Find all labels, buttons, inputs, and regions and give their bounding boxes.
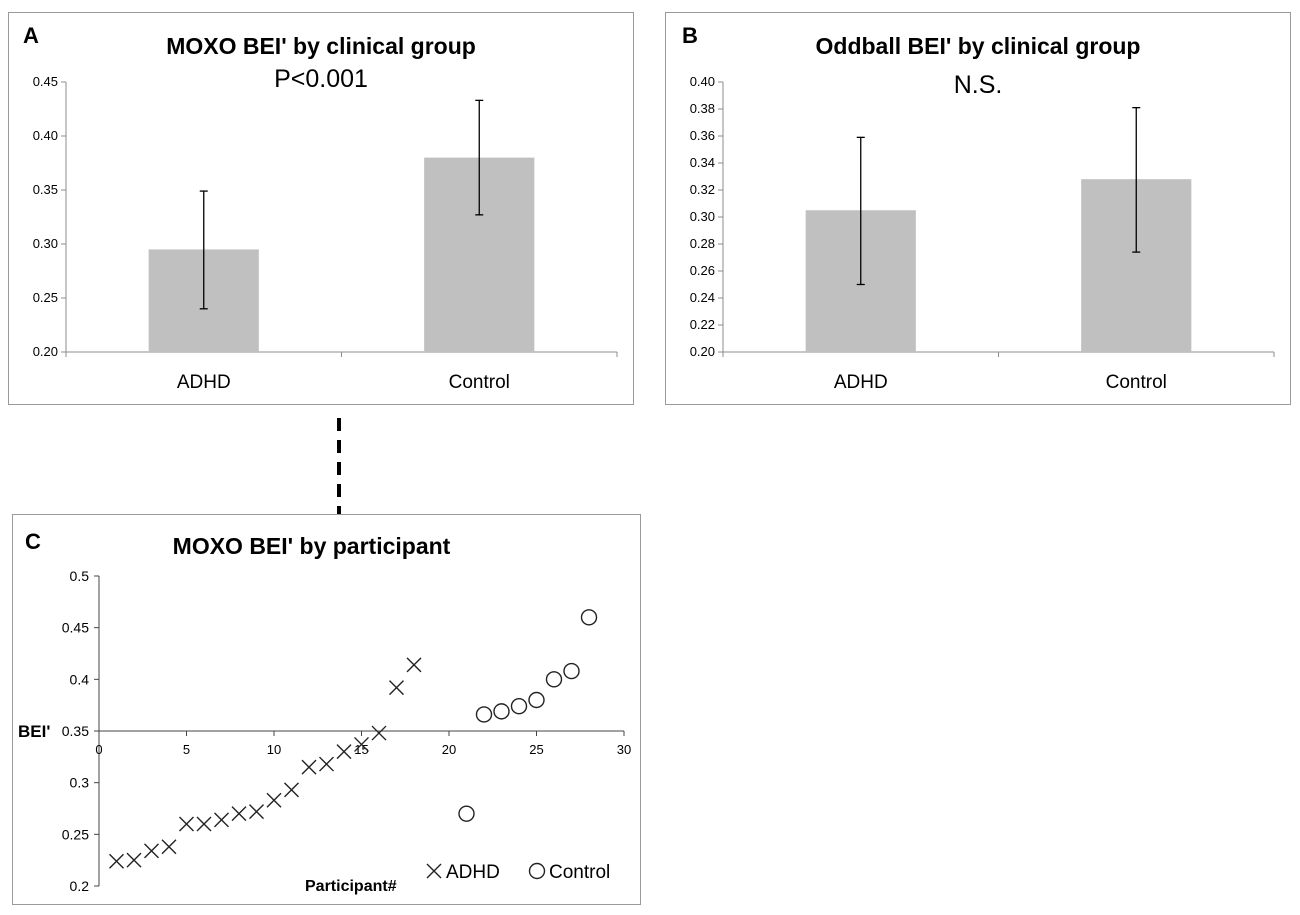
x-tick-label: 5 <box>183 742 190 757</box>
y-tick-label: 0.28 <box>690 236 715 251</box>
adhd-point <box>354 736 369 752</box>
adhd-point <box>284 782 299 798</box>
adhd-point <box>109 853 124 869</box>
x-category-label: ADHD <box>177 372 231 393</box>
adhd-point <box>266 792 282 808</box>
y-tick-label: 0.2 <box>70 878 90 894</box>
x-category-label: Control <box>449 372 510 393</box>
control-point <box>475 706 493 723</box>
bar-chart-a: 0.20 0.25 0.30 0.35 0.40 0.45 ADHD Control <box>33 74 618 393</box>
chart-subtitle: P<0.001 <box>274 65 368 93</box>
y-tick-label: 0.5 <box>70 568 90 584</box>
x-category-label: ADHD <box>834 372 888 393</box>
y-tick-label: 0.45 <box>33 74 58 89</box>
adhd-point <box>406 657 422 673</box>
y-tick-label: 0.35 <box>33 182 58 197</box>
x-tick-label: 15 <box>354 742 368 757</box>
y-tick-label: 0.40 <box>690 74 715 89</box>
adhd-point <box>161 839 177 855</box>
y-tick-label: 0.25 <box>62 826 89 842</box>
x-category-label: Control <box>1106 372 1167 393</box>
y-tick-label: 0.32 <box>690 182 715 197</box>
y-axis-title: BEI' <box>18 722 50 741</box>
adhd-point <box>336 744 352 760</box>
x-axis-title: Participant# <box>305 878 397 895</box>
y-tick-label: 0.20 <box>690 344 715 359</box>
x-tick-label: 25 <box>529 742 543 757</box>
y-tick-label: 0.25 <box>33 290 58 305</box>
y-tick-label: 0.26 <box>690 263 715 278</box>
legend-control-label: Control <box>549 862 610 883</box>
control-point <box>510 697 528 715</box>
adhd-point <box>179 816 194 832</box>
legend-adhd-marker <box>426 863 442 879</box>
adhd-point <box>301 759 317 775</box>
y-tick-label: 0.24 <box>690 290 715 305</box>
chart-title: MOXO BEI' by clinical group <box>166 33 476 59</box>
y-tick-label: 0.4 <box>70 671 90 687</box>
y-tick-label: 0.34 <box>690 155 715 170</box>
control-point <box>493 703 510 720</box>
dashed-connector <box>337 418 341 524</box>
panel-letter-c: C <box>25 529 41 554</box>
adhd-point <box>126 852 142 868</box>
panel-b: B Oddball BEI' by clinical group N.S. 0.… <box>665 12 1291 405</box>
y-tick-label: 0.22 <box>690 317 715 332</box>
legend-adhd-label: ADHD <box>446 862 500 883</box>
adhd-point <box>231 806 247 822</box>
y-tick-label: 0.45 <box>62 620 89 636</box>
y-tick-label: 0.20 <box>33 344 58 359</box>
x-tick-label: 10 <box>267 742 281 757</box>
control-point <box>563 662 580 680</box>
adhd-point <box>214 812 229 828</box>
y-tick-label: 0.36 <box>690 128 715 143</box>
control-point <box>580 609 598 626</box>
y-tick-label: 0.3 <box>70 775 90 791</box>
adhd-point <box>319 756 334 772</box>
control-point <box>545 671 563 688</box>
panel-letter-b: B <box>682 23 698 48</box>
y-tick-label: 0.38 <box>690 101 715 116</box>
y-tick-label: 0.40 <box>33 128 58 143</box>
adhd-point <box>144 843 159 859</box>
control-point <box>458 805 475 822</box>
y-tick-label: 0.30 <box>33 236 58 251</box>
x-tick-label: 30 <box>617 742 631 757</box>
chart-subtitle: N.S. <box>953 71 1003 99</box>
adhd-point <box>389 680 404 696</box>
x-tick-label: 20 <box>442 742 456 757</box>
adhd-point <box>371 725 387 741</box>
panel-a: A MOXO BEI' by clinical group P<0.001 0.… <box>8 12 634 405</box>
chart-title: Oddball BEI' by clinical group <box>815 33 1141 59</box>
control-point <box>528 691 545 709</box>
chart-title: MOXO BEI' by participant <box>172 533 451 559</box>
y-tick-label: 0.30 <box>690 209 715 224</box>
x-tick-label: 0 <box>95 742 102 757</box>
adhd-point <box>249 804 264 820</box>
panel-letter-a: A <box>23 23 39 48</box>
adhd-point <box>196 816 212 832</box>
panel-c: C MOXO BEI' by participant 0.2 0.25 0.3 0.3… <box>12 514 641 905</box>
scatter-chart-c: 0.2 0.25 0.3 0.35 0.4 0.45 0.5 0 5 10 15 20 25 30 BEI'… <box>18 568 631 895</box>
legend-control-marker <box>528 862 546 880</box>
y-tick-label: 0.35 <box>62 723 89 739</box>
bar-chart-b: 0.20 0.22 0.24 0.26 0.28 0.30 0.32 0.34 0.36 0.38… <box>690 74 1275 393</box>
